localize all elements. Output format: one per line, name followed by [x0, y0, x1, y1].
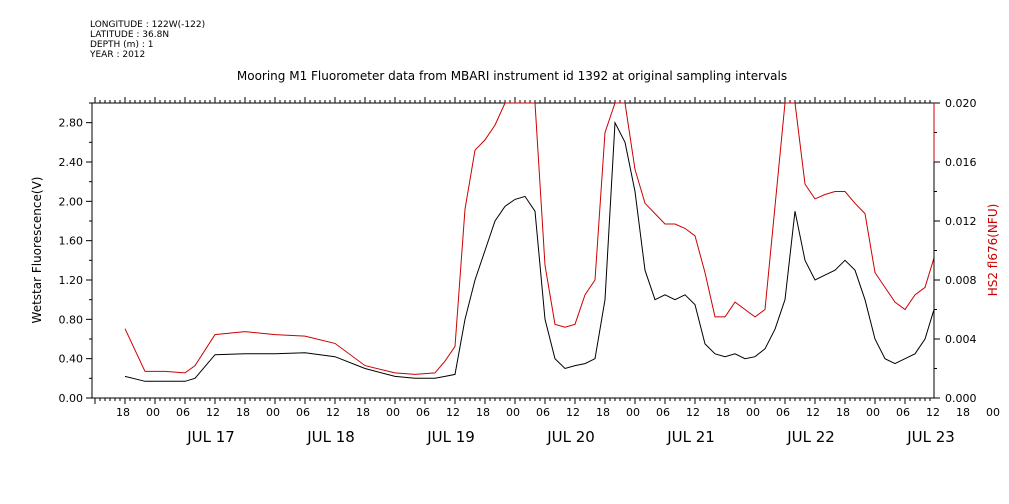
hour-tick-label: 12 — [446, 406, 460, 419]
hour-tick-label: 12 — [566, 406, 580, 419]
hour-tick-label: 00 — [746, 406, 760, 419]
left-tick-label: 0.40 — [59, 353, 84, 366]
day-label: JUL 18 — [306, 428, 355, 446]
left-tick-label: 1.60 — [59, 235, 84, 248]
hour-tick-label: 00 — [506, 406, 520, 419]
hour-tick-label: 12 — [326, 406, 340, 419]
left-tick-label: 0.00 — [59, 392, 84, 405]
day-label: JUL 23 — [906, 428, 955, 446]
right-tick-label: 0.012 — [945, 215, 977, 228]
bottom-axis: 18 00 06 12 18 00 06 12 18 00 06 12 18 00 06 12 18 00 06 12… — [94, 398, 1000, 419]
hour-tick-label: 12 — [806, 406, 820, 419]
hour-tick-label: 06 — [296, 406, 310, 419]
hour-tick-label: 00 — [266, 406, 280, 419]
meta-latitude: LATITUDE : 36.8N — [90, 30, 170, 40]
hour-tick-label: 12 — [686, 406, 700, 419]
left-tick-label: 2.80 — [59, 117, 84, 130]
hour-tick-label: 18 — [956, 406, 970, 419]
day-label: JUL 20 — [546, 428, 595, 446]
hour-tick-label: 00 — [866, 406, 880, 419]
right-tick-label: 0.016 — [945, 156, 977, 169]
day-label: JUL 21 — [666, 428, 715, 446]
hour-tick-label: 06 — [536, 406, 550, 419]
series-line-hs2 — [124, 102, 935, 375]
hour-tick-label: 18 — [716, 406, 730, 419]
hour-tick-label: 00 — [386, 406, 400, 419]
series-line-wetstar — [124, 120, 935, 382]
hour-tick-label: 18 — [116, 406, 130, 419]
left-axis-label: Wetstar Fluorescence(V) — [30, 177, 44, 324]
day-label: JUL 17 — [186, 428, 235, 446]
day-label: JUL 19 — [426, 428, 475, 446]
hour-tick-label: 06 — [176, 406, 190, 419]
hour-tick-label: 06 — [416, 406, 430, 419]
left-tick-label: 1.20 — [59, 274, 84, 287]
left-tick-label: 2.00 — [59, 195, 84, 208]
right-tick-label: 0.000 — [945, 392, 977, 405]
hour-tick-label: 18 — [356, 406, 370, 419]
hour-tick-label: 00 — [626, 406, 640, 419]
left-tick-label: 0.80 — [59, 313, 84, 326]
hour-tick-label: 06 — [896, 406, 910, 419]
meta-depth: DEPTH (m) : 1 — [90, 40, 154, 50]
day-labels: JUL 17 JUL 18 JUL 19 JUL 20 JUL 21 JUL 22 JUL … — [186, 428, 955, 446]
meta-longitude: LONGITUDE : 122W(-122) — [90, 20, 206, 30]
top-axis-ticks — [94, 97, 931, 103]
day-label: JUL 22 — [786, 428, 835, 446]
hour-tick-label: 00 — [146, 406, 160, 419]
right-axis: 0.000 0.004 0.008 0.012 0.016 0.020 — [934, 97, 977, 405]
hour-tick-label: 18 — [476, 406, 490, 419]
left-axis: 0.00 0.40 0.80 1.20 1.60 2.00 2.40 2.80 — [59, 102, 92, 405]
hour-tick-label: 00 — [986, 406, 1000, 419]
hour-tick-label: 06 — [776, 406, 790, 419]
meta-year: YEAR : 2012 — [90, 50, 146, 60]
hour-tick-label: 18 — [596, 406, 610, 419]
right-tick-label: 0.008 — [945, 274, 977, 287]
hour-tick-label: 06 — [656, 406, 670, 419]
metadata-block: LONGITUDE : 122W(-122) LATITUDE : 36.8N … — [90, 20, 205, 60]
left-tick-label: 2.40 — [59, 156, 84, 169]
right-tick-label: 0.020 — [945, 97, 977, 110]
hour-tick-label: 18 — [236, 406, 250, 419]
hour-tick-label: 12 — [206, 406, 220, 419]
hour-tick-label: 12 — [926, 406, 940, 419]
right-axis-label: HS2 fl676(NFU) — [986, 204, 1000, 297]
right-tick-label: 0.004 — [945, 333, 977, 346]
hour-tick-label: 18 — [836, 406, 850, 419]
plot-frame — [91, 102, 935, 399]
chart-title: Mooring M1 Fluorometer data from MBARI i… — [237, 69, 787, 83]
